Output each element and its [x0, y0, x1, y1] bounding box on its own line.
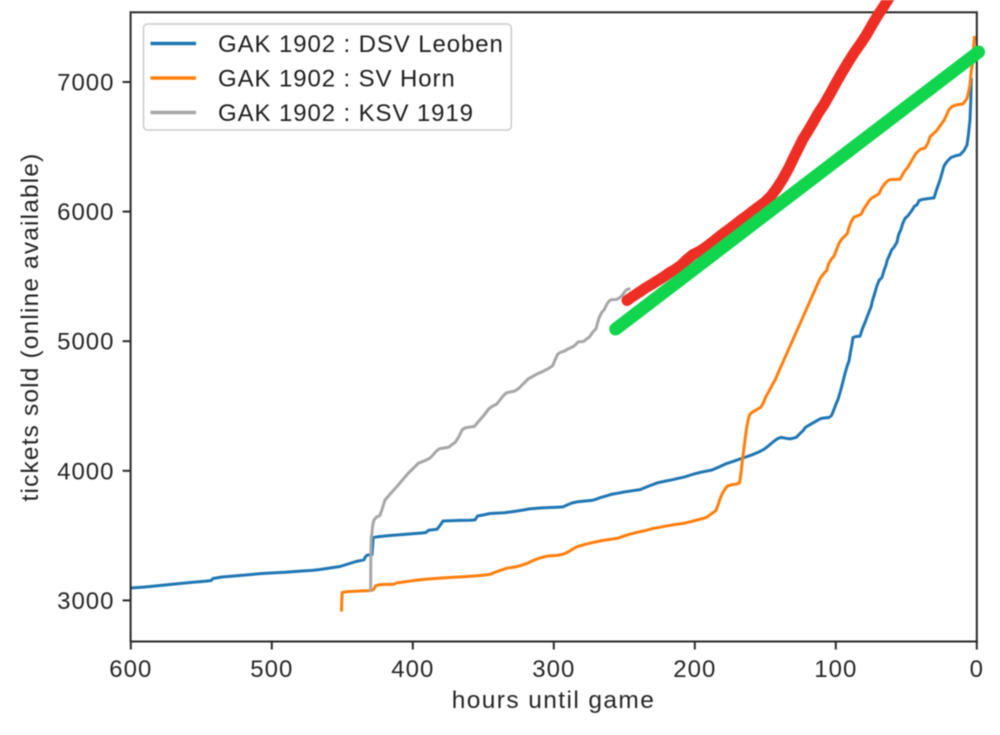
svg-text:4000: 4000 [57, 458, 114, 485]
svg-text:400: 400 [391, 656, 434, 683]
svg-text:hours until game: hours until game [452, 687, 656, 714]
svg-text:500: 500 [250, 656, 293, 683]
svg-text:600: 600 [109, 656, 152, 683]
svg-text:0: 0 [970, 656, 984, 683]
svg-text:GAK 1902 : KSV 1919: GAK 1902 : KSV 1919 [218, 100, 474, 127]
svg-text:3000: 3000 [57, 588, 114, 615]
svg-text:300: 300 [532, 656, 575, 683]
svg-text:100: 100 [814, 656, 857, 683]
svg-text:6000: 6000 [57, 199, 114, 226]
svg-text:GAK 1902 : SV Horn: GAK 1902 : SV Horn [218, 66, 456, 93]
svg-text:5000: 5000 [57, 329, 114, 356]
svg-text:GAK 1902 : DSV Leoben: GAK 1902 : DSV Leoben [218, 31, 504, 58]
svg-text:200: 200 [673, 656, 716, 683]
svg-text:tickets sold (online available: tickets sold (online available) [17, 153, 44, 502]
svg-text:7000: 7000 [57, 70, 114, 97]
